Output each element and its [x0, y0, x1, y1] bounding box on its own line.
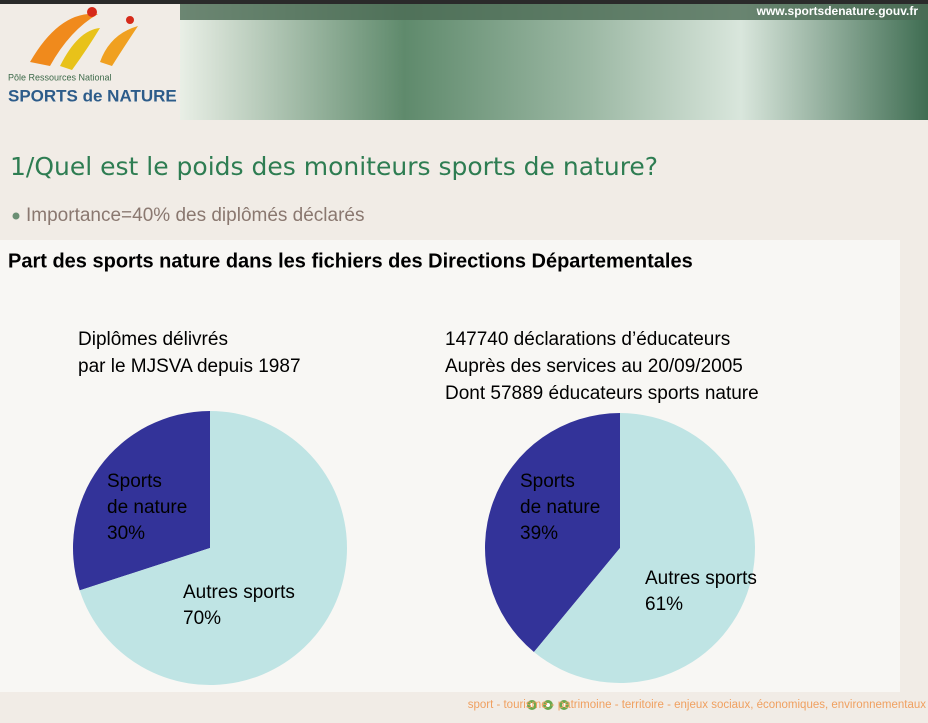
slide-title: 1/Quel est le poids des moniteurs sports…: [10, 152, 658, 181]
slide: www.sportsdenature.gouv.fr Pôle Ressourc…: [0, 0, 928, 718]
site-url: www.sportsdenature.gouv.fr: [756, 4, 919, 18]
panel-title: Part des sports nature dans les fichiers…: [8, 250, 693, 272]
slice-label: Sports: [520, 471, 575, 492]
banner: [180, 4, 928, 120]
slice-label: de nature: [107, 497, 187, 518]
slice-value-label: 70%: [183, 608, 221, 629]
logo-line2: SPORTS de NATURE: [8, 86, 177, 105]
chart-title: Auprès des services au 20/09/2005: [445, 356, 743, 377]
footer-text: sport - tourisme - patrimoine - territoi…: [468, 699, 927, 711]
chart-title: par le MJSVA depuis 1987: [78, 356, 301, 377]
chart-title: 147740 déclarations d’éducateurs: [445, 329, 730, 350]
slice-label: Autres sports: [645, 568, 757, 589]
bullet-dot: [13, 213, 20, 220]
bullet-text: Importance=40% des diplômés déclarés: [26, 205, 365, 226]
chart-title: Diplômes délivrés: [78, 329, 228, 350]
slice-value-label: 30%: [107, 523, 145, 544]
slice-label: de nature: [520, 497, 600, 518]
slice-value-label: 39%: [520, 523, 558, 544]
chart-title: Dont 57889 éducateurs sports nature: [445, 383, 759, 404]
slice-label: Sports: [107, 471, 162, 492]
logo-line1: Pôle Ressources National: [8, 72, 112, 82]
slice-label: Autres sports: [183, 582, 295, 603]
slice-value-label: 61%: [645, 594, 683, 615]
